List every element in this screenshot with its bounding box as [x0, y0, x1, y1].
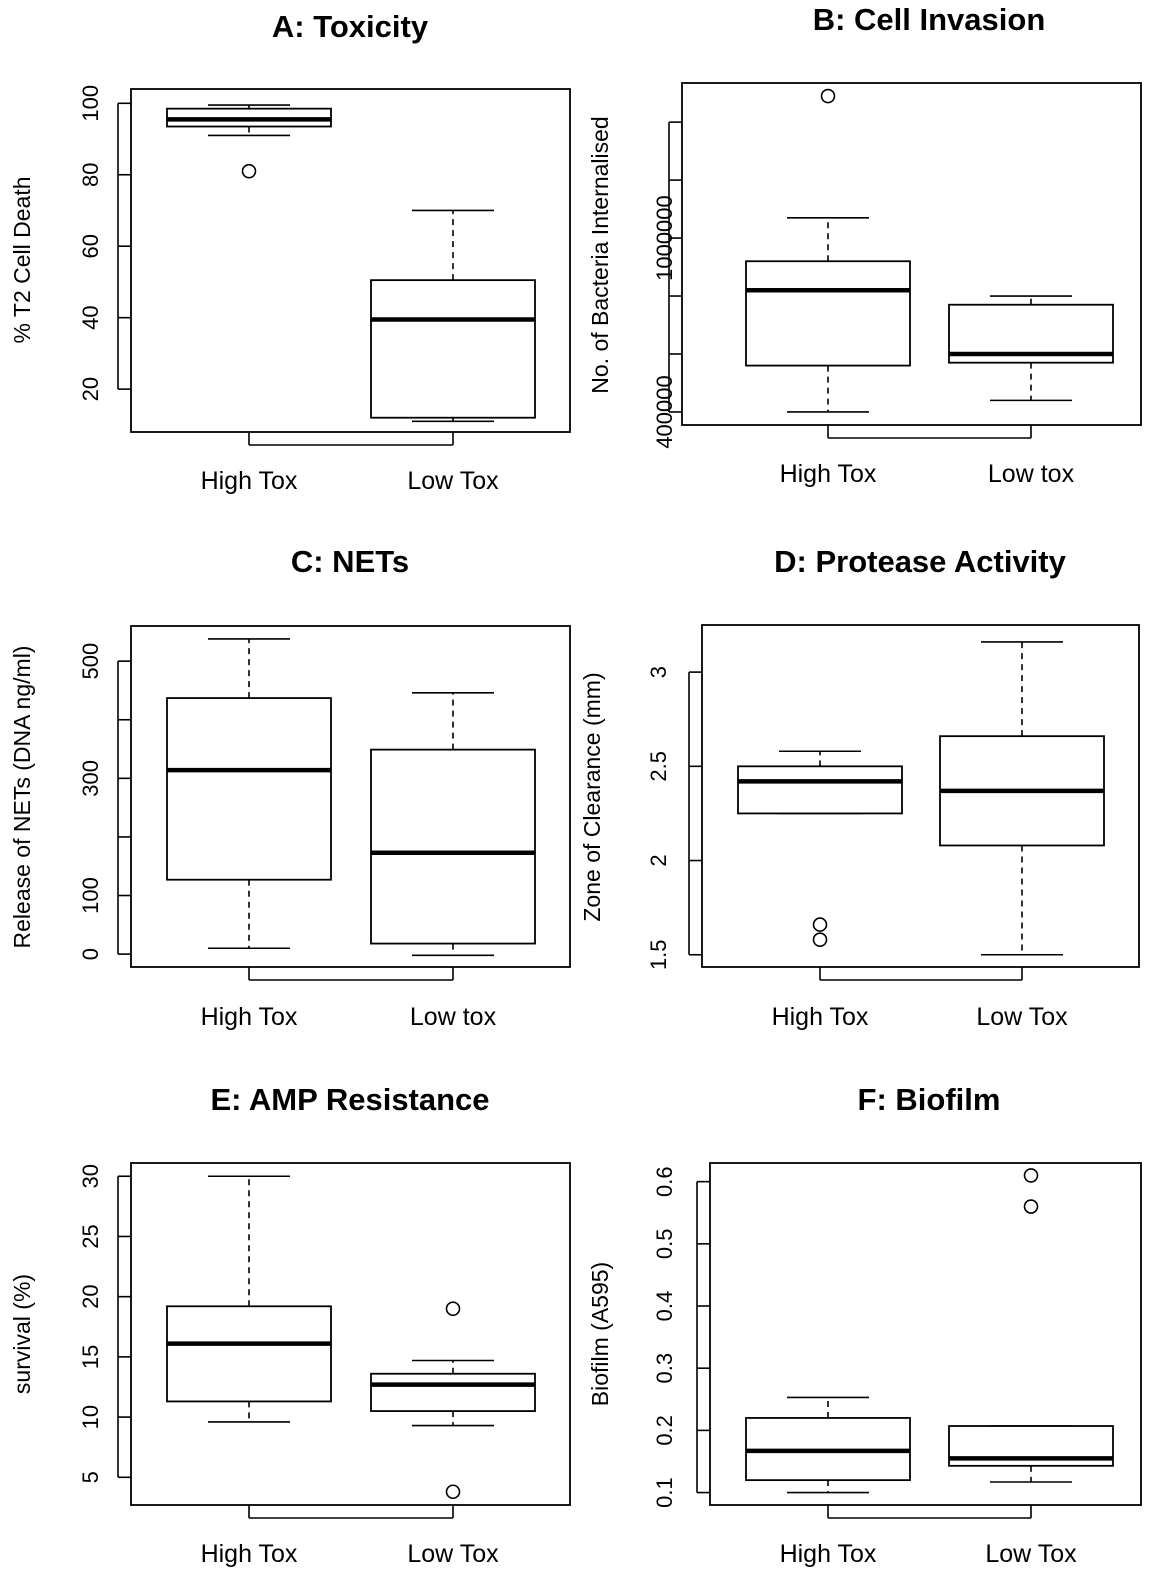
outlier-point [1023, 1168, 1039, 1183]
y-tick-label: 30 [78, 1164, 103, 1188]
plot-frame [701, 624, 1140, 968]
y-tick-label: 60 [78, 234, 103, 258]
plot-frame [681, 82, 1142, 426]
plot-frame [709, 1162, 1142, 1506]
x-category-label: Low Tox [976, 1003, 1068, 1031]
chart-title: D: Protease Activity [774, 544, 1066, 579]
y-tick-label: 15 [78, 1345, 103, 1369]
y-tick-label: 1.5 [646, 939, 671, 970]
panel-a: A: Toxicity 20 40 60 80 100 % T2 Cell Death Hig… [9, 9, 571, 495]
y-axis-label: Release of NETs (DNA ng/ml) [9, 646, 35, 949]
y-tick-label: 25 [78, 1224, 103, 1248]
box-iqr [745, 260, 911, 367]
y-tick-label: 20 [78, 1284, 103, 1308]
x-category-label: Low Tox [407, 1540, 499, 1568]
y-tick-label: 2.5 [646, 751, 671, 782]
x-category-label: Low Tox [407, 467, 499, 495]
panel-b: B: Cell Invasion 400000 1000000 No. of Bact… [587, 2, 1142, 488]
y-tick-label: 500 [78, 643, 103, 680]
panel-c: C: NETs 0 100 300 500 Release of NETs (DNA ng… [9, 544, 571, 1031]
outlier-point [241, 163, 257, 179]
x-category-label: High Tox [201, 467, 298, 495]
y-tick-label: 0.4 [652, 1291, 677, 1322]
box-2 [939, 641, 1105, 956]
x-category-label: High Tox [780, 460, 877, 488]
box-1 [737, 750, 903, 947]
x-category-label: High Tox [201, 1540, 298, 1568]
y-tick-label: 1000000 [652, 195, 677, 281]
y-tick-label: 0.6 [652, 1166, 677, 1197]
y-axis-label: % T2 Cell Death [9, 176, 35, 343]
y-tick-label: 10 [78, 1405, 103, 1429]
y-axis-label: No. of Bacteria Internalised [587, 116, 613, 393]
y-tick-label: 0.2 [652, 1415, 677, 1446]
box-iqr [166, 1305, 332, 1403]
box-iqr [370, 748, 536, 945]
y-tick-label: 80 [78, 163, 103, 187]
y-tick-label: 5 [78, 1471, 103, 1483]
y-tick-label: 2 [646, 854, 671, 866]
y-axis-label: Zone of Clearance (mm) [579, 672, 605, 921]
box-2 [948, 1168, 1114, 1483]
box-2 [370, 691, 536, 957]
box-iqr [737, 765, 903, 815]
x-category-label: Low Tox [985, 1540, 1077, 1568]
box-iqr [370, 1372, 536, 1412]
box-iqr [166, 697, 332, 881]
outlier-point [445, 1484, 461, 1500]
x-category-label: High Tox [772, 1003, 869, 1031]
outlier-point [445, 1301, 461, 1317]
plot-frame [130, 1162, 571, 1506]
box-1 [166, 104, 332, 179]
y-tick-label: 0.5 [652, 1229, 677, 1260]
box-2 [370, 1301, 536, 1500]
outlier-point [1023, 1199, 1039, 1214]
chart-title: E: AMP Resistance [210, 1082, 489, 1117]
box-2 [948, 295, 1114, 402]
y-axis-label: Biofilm (A595) [587, 1262, 613, 1406]
x-category-label: High Tox [780, 1540, 877, 1568]
outlier-point [812, 932, 828, 947]
y-tick-label: 100 [78, 877, 103, 914]
y-tick-label: 0 [78, 948, 103, 960]
chart-title: B: Cell Invasion [813, 2, 1046, 37]
y-tick-label: 300 [78, 760, 103, 797]
panel-d: D: Protease Activity 1.5 2 2.5 3 Zone of Clea… [579, 544, 1140, 1031]
box-1 [166, 638, 332, 950]
chart-title: A: Toxicity [272, 9, 429, 44]
x-category-label: Low tox [988, 460, 1075, 488]
y-tick-label: 40 [78, 305, 103, 329]
box-1 [745, 88, 911, 413]
y-tick-label: 20 [78, 377, 103, 401]
y-axis-label: survival (%) [9, 1274, 35, 1394]
y-tick-label: 400000 [652, 375, 677, 448]
y-tick-label: 0.1 [652, 1477, 677, 1508]
x-category-label: High Tox [201, 1003, 298, 1031]
outlier-point [812, 917, 828, 932]
box-iqr [370, 279, 536, 419]
chart-title: F: Biofilm [858, 1082, 1001, 1117]
y-tick-label: 3 [646, 666, 671, 678]
x-category-label: Low tox [410, 1003, 497, 1031]
box-2 [370, 209, 536, 423]
box-1 [166, 1175, 332, 1423]
plot-frame [130, 625, 571, 968]
y-tick-label: 100 [78, 85, 103, 122]
chart-title: C: NETs [291, 544, 409, 579]
box-1 [745, 1396, 911, 1494]
outlier-point [820, 88, 836, 104]
plot-frame [130, 88, 571, 433]
panel-e: E: AMP Resistance 5 10 15 20 25 30 survival (%)… [9, 1082, 571, 1568]
panel-f: F: Biofilm 0.1 0.2 0.3 0.4 0.5 0.6 Biofilm (A59… [587, 1082, 1142, 1568]
y-tick-label: 0.3 [652, 1353, 677, 1384]
